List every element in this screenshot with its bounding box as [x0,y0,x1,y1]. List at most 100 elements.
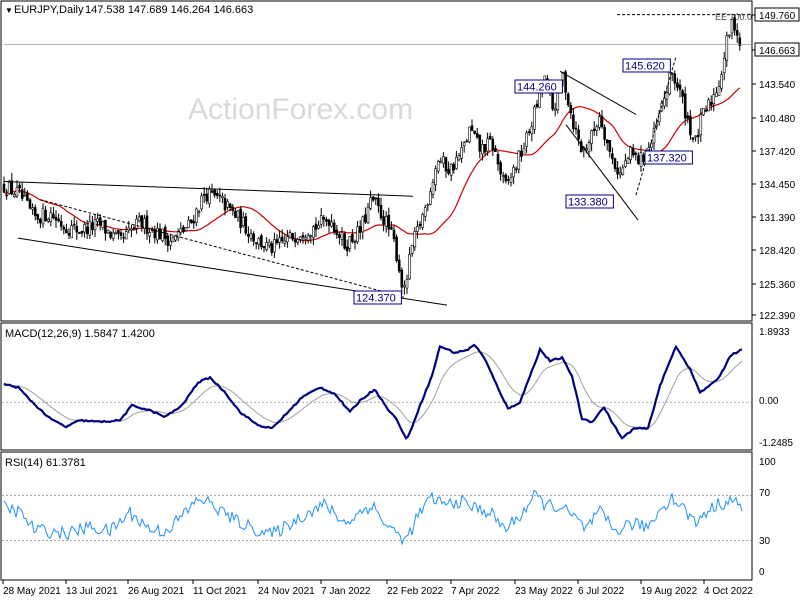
candle-body [735,30,739,36]
candle-body [564,71,567,93]
candle-body [449,163,453,176]
upper-channel-line [3,180,414,197]
candle-body [80,230,84,234]
candle-body [522,147,526,156]
price-label: 145.620 [625,61,665,73]
candle-body [496,154,500,165]
candle-body [117,230,120,234]
candlestick-group [2,15,742,295]
rsi-header: RSI(14) 61.3781 [5,457,86,469]
candle-body [338,234,341,238]
candle-body [512,167,515,178]
candle-body [270,243,274,253]
candle-body [293,239,297,243]
candle-body [434,168,437,186]
candle-body [618,172,622,176]
candle-body [119,232,123,237]
candle-body [265,242,268,250]
candle-body [296,239,300,243]
date-tick-label: 13 Jul 2021 [66,586,118,597]
candle-body [390,226,393,230]
candle-body [98,217,102,226]
candle-body [26,192,29,201]
rsi-tick-label: 100 [759,457,776,468]
candle-body [104,219,107,234]
candle-body [403,284,406,288]
candle-body [457,155,461,161]
candle-body [200,195,203,210]
candle-body [605,139,609,144]
watermark: ActionForex.com [188,93,413,126]
candle-body [330,221,333,227]
candle-body [23,194,27,197]
candle-body [429,191,432,205]
candle-body [530,126,534,134]
rsi-tick-label: 70 [759,488,771,499]
candle-body [262,245,266,249]
candle-body [106,229,110,234]
macd-tick-label: 1.8933 [759,327,790,338]
candle-body [195,208,198,223]
candle-body [395,236,398,261]
candle-body [83,224,86,233]
candle-body [473,130,476,134]
candle-body [135,218,138,229]
candle-body [228,203,232,208]
candle-body [345,246,349,252]
candle-body [504,174,508,182]
candle-body [595,126,599,131]
candle-body [678,84,682,90]
candle-body [517,150,521,170]
candle-body [236,210,240,218]
candle-body [525,132,528,147]
candle-body [335,229,339,236]
candle-body [208,188,211,205]
candle-body [442,156,445,164]
candle-body [44,209,47,222]
candle-body [642,154,645,162]
candle-body [187,219,190,228]
candle-body [397,259,401,272]
candle-body [717,85,721,96]
candle-body [314,223,318,230]
candle-body [702,107,705,116]
candle-body [501,175,505,177]
candle-body [592,128,596,132]
rsi-line-group [2,489,752,546]
candle-body [392,229,396,240]
price-tick-label: 125.360 [759,280,796,291]
price-tick-box [754,7,800,22]
rsi-tick-label: 30 [759,536,771,547]
candle-body [585,148,588,150]
candle-body [192,220,196,224]
candle-body [468,126,471,143]
candle-body [278,237,281,243]
rsi-panel-frame [0,451,753,581]
candle-body [215,193,219,196]
candle-body [226,201,229,208]
price-tick-label: 149.760 [759,11,796,22]
price-annotation-group: 144.260 145.620 137.320 133.380 124.370 EE 10… [353,12,752,305]
price-label-box [514,79,563,94]
candle-body [283,240,287,244]
candle-body [252,233,255,242]
candle-body [163,226,167,239]
candle-body [309,234,313,237]
candle-body [231,206,235,212]
candle-body [5,194,8,197]
candle-body [364,214,367,223]
price-tick-label: 146.663 [759,46,796,57]
candle-body [260,235,263,248]
candle-body [720,74,723,89]
candle-body [673,73,677,84]
candle-body [637,155,640,164]
candle-body [668,72,671,95]
candle-body [665,92,669,100]
candle-body [15,187,19,197]
macd-panel-frame [0,322,753,451]
date-tick-label: 7 Apr 2022 [451,586,500,597]
candle-body [455,156,458,169]
price-tick-label: 137.420 [759,147,796,158]
candle-body [608,139,612,152]
